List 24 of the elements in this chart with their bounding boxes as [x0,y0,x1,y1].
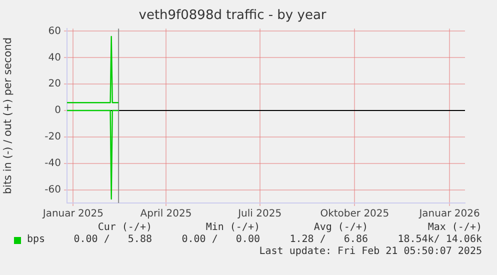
text: 0.00 / 5.88 [74,234,152,246]
chart-title: veth9f0898d traffic - by year [138,8,327,24]
y-tick-label: 20 [48,78,61,90]
y-tick-label: -40 [44,158,61,169]
text: Min (-/+) [206,222,260,234]
x-tick-label: April 2025 [140,208,192,220]
text: Last update: Fri Feb 21 05:50:07 2025 [259,246,482,258]
y-tick-label: 60 [48,26,61,37]
y-tick-label: -20 [44,132,61,143]
y-tick-label: -60 [44,184,61,196]
x-tick-label: Oktober 2025 [320,208,390,220]
x-tick-label: Juli 2025 [237,208,282,220]
text: Avg (-/+) [314,222,368,234]
x-tick-label: Januar 2025 [42,208,104,220]
y-tick-label: 40 [48,52,61,64]
text: 0.00 / 0.00 [182,234,260,246]
text: Max (-/+) [428,222,482,234]
text: Cur (-/+) [98,222,152,234]
y-tick-label: 0 [54,105,61,116]
legend-label: bps [27,234,46,246]
text: 18.54k/ 14.06k [398,234,482,246]
y-axis-title: bits in (-) / out (+) per second [2,37,14,194]
text: 1.28 / 6.86 [290,234,368,246]
x-tick-label: Januar 2026 [418,208,480,220]
